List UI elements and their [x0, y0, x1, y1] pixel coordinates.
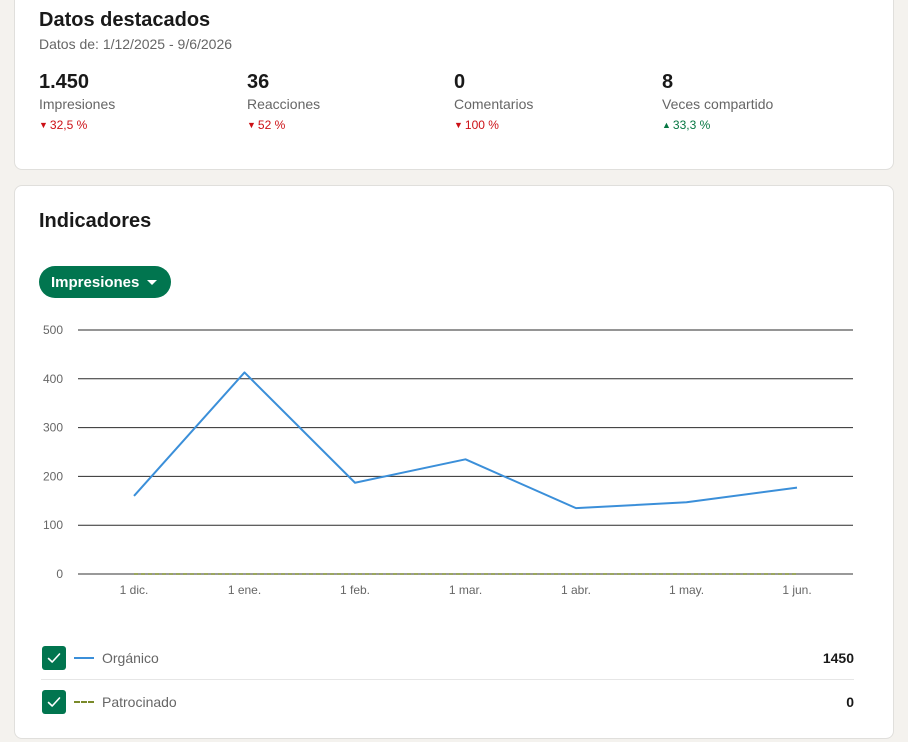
- y-tick-label: 0: [56, 567, 63, 581]
- x-tick-label: 1 dic.: [120, 583, 149, 597]
- sponsored-line-swatch: [74, 700, 94, 703]
- stat-delta: ▼ 100 %: [454, 118, 654, 132]
- x-tick-label: 1 abr.: [561, 583, 591, 597]
- checkmark-icon: [47, 652, 61, 663]
- stat-delta-value: 32,5 %: [49, 118, 88, 132]
- stat-comments: 0 Comentarios ▼ 100 %: [454, 71, 654, 132]
- y-tick-label: 100: [43, 518, 63, 532]
- triangle-down-icon: ▼: [247, 120, 256, 130]
- indicators-title: Indicadores: [39, 210, 152, 232]
- impressions-line-chart: 0 100 200 300 400 500 1 dic. 1 ene. 1 feb. 1 mar.…: [43, 323, 853, 597]
- legend-row-organic: Orgánico 1450: [41, 636, 854, 679]
- stat-delta: ▼ 32,5 %: [39, 118, 239, 132]
- x-tick-label: 1 ene.: [228, 583, 261, 597]
- y-tick-label: 300: [43, 421, 63, 435]
- stat-delta: ▲ 33,3 %: [662, 118, 862, 132]
- stat-delta-value: 100 %: [464, 118, 499, 132]
- stat-value: 0: [454, 71, 466, 93]
- stat-delta-value: 52 %: [257, 118, 286, 132]
- stats-row: 1.450 Impresiones ▼ 32,5 % 36 Reacciones…: [39, 71, 871, 141]
- highlights-card: Datos destacados Datos de: 1/12/2025 - 9…: [14, 0, 894, 170]
- organic-checkbox[interactable]: [42, 645, 66, 670]
- indicators-card: Indicadores Impresiones 0 100 200 300 400 500…: [14, 185, 894, 739]
- stat-shares: 8 Veces compartido ▲ 33,3 %: [662, 71, 862, 132]
- legend-row-sponsored: Patrocinado 0: [41, 679, 854, 723]
- legend-label: Orgánico: [102, 649, 159, 666]
- stat-impressions: 1.450 Impresiones ▼ 32,5 %: [39, 71, 239, 132]
- stat-value: 1.450: [39, 71, 90, 93]
- caret-down-icon: [147, 279, 158, 285]
- stat-label: Veces compartido: [662, 96, 774, 112]
- stat-delta-value: 33,3 %: [672, 118, 711, 132]
- legend-label: Patrocinado: [102, 693, 177, 710]
- series-line-organic: [133, 371, 798, 510]
- y-tick-label: 200: [43, 469, 63, 483]
- stat-value: 36: [247, 71, 270, 93]
- x-tick-label: 1 may.: [669, 583, 704, 597]
- y-tick-label: 500: [43, 323, 63, 337]
- stat-reactions: 36 Reacciones ▼ 52 %: [247, 71, 447, 132]
- date-range: Datos de: 1/12/2025 - 9/6/2026: [39, 36, 233, 52]
- x-tick-label: 1 jun.: [782, 583, 811, 597]
- y-tick-label: 400: [43, 372, 63, 386]
- legend-value: 1450: [822, 649, 854, 666]
- x-tick-label: 1 mar.: [449, 583, 482, 597]
- stat-label: Reacciones: [247, 96, 321, 112]
- metric-dropdown-button[interactable]: Impresiones: [39, 266, 172, 298]
- chart-legend: Orgánico 1450 Patrocinado 0: [41, 636, 854, 723]
- x-tick-label: 1 feb.: [340, 583, 370, 597]
- triangle-down-icon: ▼: [454, 120, 463, 130]
- stat-value: 8: [662, 71, 674, 93]
- stat-label: Comentarios: [454, 96, 534, 112]
- metric-dropdown-label: Impresiones: [51, 273, 140, 291]
- highlights-title: Datos destacados: [39, 9, 211, 31]
- checkmark-icon: [47, 696, 61, 707]
- organic-line-swatch: [74, 656, 94, 659]
- sponsored-checkbox[interactable]: [42, 689, 66, 714]
- triangle-down-icon: ▼: [39, 120, 48, 130]
- stat-delta: ▼ 52 %: [247, 118, 447, 132]
- stat-label: Impresiones: [39, 96, 116, 112]
- legend-value: 0: [846, 693, 854, 710]
- triangle-up-icon: ▲: [662, 120, 671, 130]
